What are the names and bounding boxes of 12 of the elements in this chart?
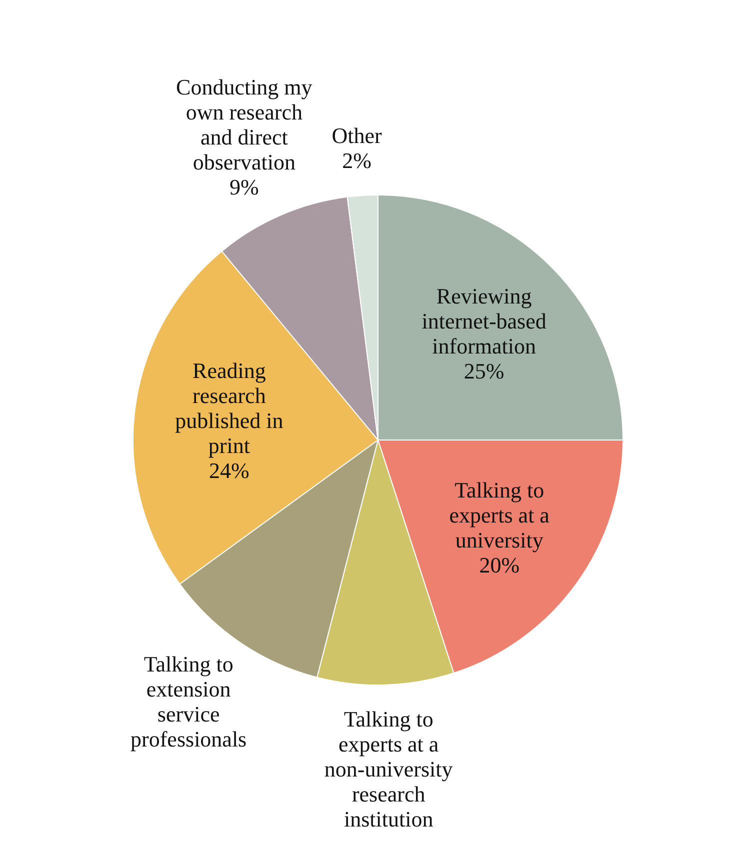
slice-label: Talking to experts at a university bbox=[449, 478, 550, 553]
slice-label: Other bbox=[332, 123, 383, 148]
slice-label: Conducting my own research and direct observation bbox=[176, 74, 312, 175]
slice-label: Talking to extension service professionals bbox=[130, 652, 247, 752]
slice-label: Reading research published in print bbox=[175, 358, 284, 458]
slice-label: Talking to experts at a non-university research institution bbox=[324, 706, 453, 832]
data-label: 20% bbox=[479, 552, 520, 578]
slice-label: Reviewing internet-based information bbox=[422, 283, 546, 358]
data-label: 2% bbox=[342, 148, 372, 174]
data-label: 24% bbox=[209, 458, 250, 484]
data-label: 9% bbox=[229, 174, 259, 200]
data-label: 25% bbox=[464, 358, 504, 384]
